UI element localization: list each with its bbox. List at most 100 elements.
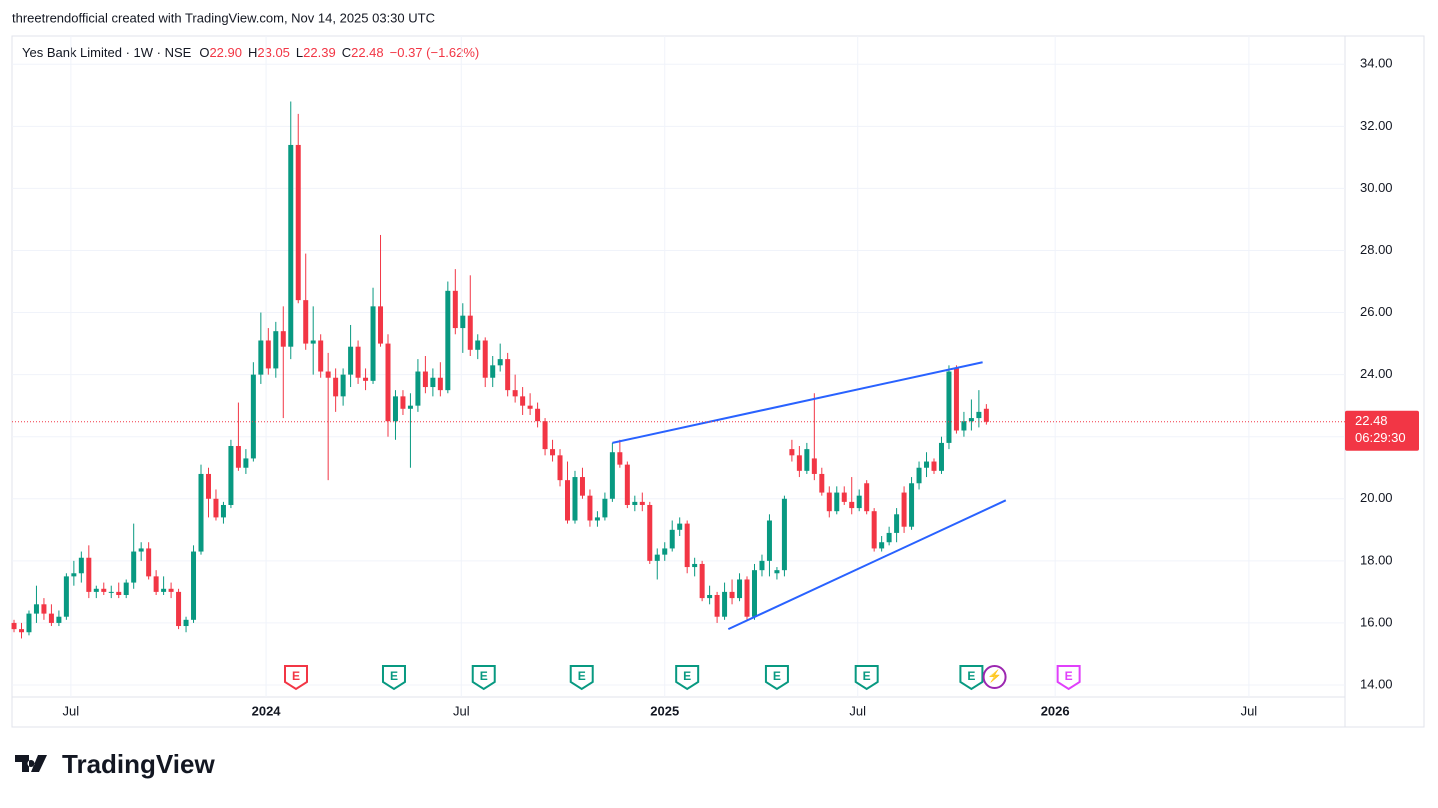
candle-body	[632, 501, 638, 505]
candle-body	[168, 588, 174, 592]
h-key: H	[248, 45, 257, 60]
candle-body	[11, 622, 17, 630]
candle-body	[587, 495, 593, 521]
candle-body	[295, 144, 301, 301]
candle-body	[400, 396, 406, 409]
candle-body	[56, 616, 62, 623]
logo: TradingView	[62, 749, 215, 779]
y-tick-label: 26.00	[1360, 304, 1393, 319]
l-key: L	[296, 45, 303, 60]
candle-body	[505, 359, 511, 391]
candle-body	[41, 604, 47, 614]
header: threetrendofficial created with TradingV…	[12, 10, 435, 25]
countdown: 06:29:30	[1355, 430, 1406, 445]
candle-body	[527, 405, 533, 409]
event-badge	[569, 665, 594, 691]
candle-body	[520, 396, 526, 406]
event-badge	[764, 665, 789, 691]
candle-body	[714, 594, 720, 617]
candle-body	[392, 396, 398, 422]
candle-body	[946, 371, 952, 443]
candle-body	[722, 591, 728, 617]
candle-body	[961, 421, 967, 431]
candle-body	[602, 498, 608, 518]
price-label: 22.48	[1355, 413, 1388, 428]
candle-body	[535, 408, 541, 422]
x-tick-label: Jul	[63, 703, 80, 718]
y-tick-label: 16.00	[1360, 614, 1393, 629]
candle-body	[265, 340, 271, 369]
candle-body	[18, 629, 24, 633]
candle-body	[901, 492, 907, 527]
candle-body	[258, 340, 264, 375]
candle-body	[565, 480, 571, 521]
event-label: E	[578, 669, 586, 683]
candle-body	[609, 452, 615, 499]
candle-body	[512, 390, 518, 397]
candle-body	[938, 442, 944, 471]
candle-body	[542, 421, 548, 450]
candle-body	[348, 346, 354, 375]
candle-body	[819, 473, 825, 493]
candle-body	[647, 504, 653, 561]
candle-body	[871, 511, 877, 549]
candle-body	[407, 405, 413, 409]
candle-body	[183, 619, 189, 627]
logo-icon	[15, 755, 47, 772]
candle-body	[879, 542, 885, 549]
legend: Yes Bank Limited · 1W · NSE O22.90 H23.05 L…	[22, 45, 479, 60]
candle-body	[250, 374, 256, 459]
event-badge	[959, 665, 984, 691]
candle-body	[363, 377, 369, 381]
candle-body	[370, 306, 376, 381]
candle-body	[796, 455, 802, 471]
candle-body	[744, 579, 750, 617]
event-label: ⚡	[987, 669, 1002, 683]
x-tick-label: 2026	[1041, 703, 1070, 718]
candle-body	[422, 371, 428, 388]
candle-body	[811, 458, 817, 474]
event-label: E	[1065, 669, 1073, 683]
candle-body	[886, 532, 892, 543]
y-tick-label: 28.00	[1360, 242, 1393, 257]
y-tick-label: 30.00	[1360, 180, 1393, 195]
x-tick-label: Jul	[849, 703, 866, 718]
candle-body	[131, 551, 137, 583]
candle-body	[856, 495, 862, 509]
candle-body	[931, 461, 937, 471]
candle-body	[48, 613, 54, 623]
candle-body	[789, 449, 795, 456]
candle-body	[116, 591, 122, 595]
candle-body	[303, 300, 309, 344]
frame	[11, 35, 1425, 728]
candle-body	[841, 492, 847, 502]
candle-body	[445, 290, 451, 391]
candle-body	[243, 458, 249, 468]
candle-body	[460, 315, 466, 329]
event-badge	[283, 665, 308, 691]
trendline	[612, 361, 983, 444]
candle-body	[273, 331, 279, 369]
y-tick-label: 34.00	[1360, 56, 1393, 71]
candle-body	[490, 365, 496, 378]
y-tick-label: 32.00	[1360, 118, 1393, 133]
event-label: E	[863, 669, 871, 683]
candle-body	[415, 371, 421, 406]
candle-body	[325, 371, 331, 378]
candle-body	[894, 514, 900, 533]
candle-body	[63, 576, 69, 617]
candle-body	[579, 477, 585, 496]
candle-body	[220, 504, 226, 518]
y-tick-label: 18.00	[1360, 552, 1393, 567]
candle-body	[101, 588, 107, 592]
candle-body	[594, 517, 600, 521]
candle-body	[385, 343, 391, 422]
candle-body	[213, 498, 219, 518]
candle-body	[198, 473, 204, 552]
h: 23.05	[257, 45, 290, 60]
event-label: E	[390, 669, 398, 683]
candle-body	[639, 501, 645, 505]
candle-body	[33, 604, 39, 614]
candle-body	[617, 452, 623, 465]
